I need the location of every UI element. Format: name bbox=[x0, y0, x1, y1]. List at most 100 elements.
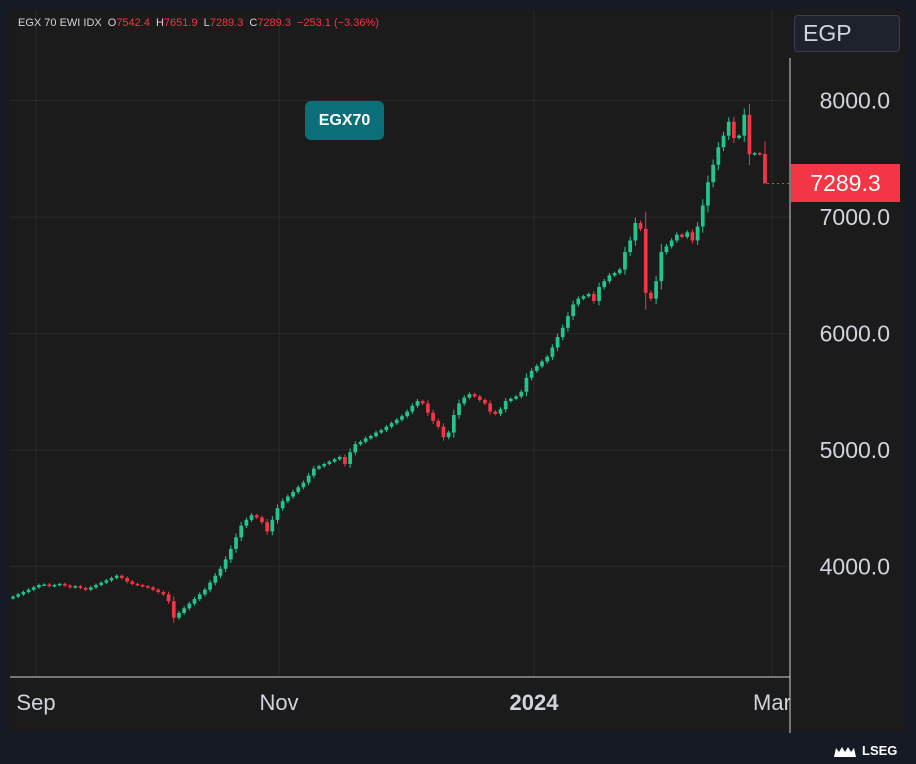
candle bbox=[47, 583, 52, 588]
candle-body bbox=[280, 501, 285, 509]
candle-body bbox=[145, 586, 150, 588]
candle bbox=[649, 290, 653, 302]
candle-body bbox=[649, 292, 653, 299]
candle bbox=[436, 418, 441, 430]
candle bbox=[322, 462, 327, 468]
candle bbox=[695, 222, 700, 245]
candle-body bbox=[228, 548, 233, 560]
candle-body bbox=[602, 281, 607, 288]
candle-body bbox=[197, 594, 202, 600]
candle-body bbox=[42, 584, 46, 586]
candle bbox=[384, 424, 389, 433]
candle-body bbox=[156, 589, 161, 593]
candle-body bbox=[477, 396, 482, 400]
candle-body bbox=[607, 275, 612, 282]
last-price-label: 7289.3 bbox=[791, 164, 900, 202]
candle-body bbox=[317, 466, 321, 469]
candle-body bbox=[757, 153, 762, 155]
symbol-name: EGX 70 EWI IDX bbox=[18, 17, 102, 29]
candle bbox=[249, 513, 254, 522]
candle-body bbox=[732, 121, 736, 138]
candle bbox=[742, 108, 747, 142]
candle bbox=[239, 521, 244, 542]
candle-body bbox=[493, 411, 498, 414]
symbol-badge[interactable]: EGX70 bbox=[305, 101, 384, 140]
candle-body bbox=[763, 154, 767, 184]
candle-body bbox=[441, 426, 446, 438]
candle bbox=[581, 294, 586, 301]
candle-body bbox=[182, 608, 187, 613]
candle bbox=[737, 134, 741, 140]
candle-body bbox=[301, 482, 306, 488]
candle bbox=[467, 392, 472, 400]
candle-body bbox=[529, 370, 534, 378]
candle-body bbox=[239, 525, 244, 538]
candle bbox=[337, 455, 342, 461]
candle-body bbox=[524, 377, 529, 392]
candle-body bbox=[519, 391, 524, 397]
candle-body bbox=[664, 246, 669, 253]
candle bbox=[223, 556, 228, 572]
candle bbox=[654, 275, 658, 304]
candle-body bbox=[114, 575, 119, 579]
candle-body bbox=[187, 603, 192, 609]
candle-body bbox=[633, 222, 638, 241]
candle-body bbox=[83, 587, 88, 590]
low-label: L bbox=[203, 17, 210, 29]
candle bbox=[379, 428, 384, 435]
candle-body bbox=[88, 587, 93, 590]
candle-body bbox=[192, 599, 197, 604]
candle bbox=[197, 592, 202, 602]
candle-body bbox=[405, 411, 410, 417]
candle-body bbox=[135, 583, 140, 586]
candle bbox=[503, 398, 508, 413]
candle-body bbox=[348, 452, 352, 464]
candle-body bbox=[509, 398, 513, 402]
currency-button[interactable]: EGP bbox=[794, 15, 900, 52]
candle-body bbox=[690, 232, 695, 241]
candle bbox=[234, 533, 238, 553]
candle-body bbox=[166, 594, 171, 602]
candle-body bbox=[462, 397, 467, 404]
candle bbox=[145, 584, 150, 589]
candle bbox=[140, 583, 145, 588]
candle-body bbox=[581, 296, 586, 299]
candle bbox=[151, 585, 155, 592]
candle bbox=[21, 590, 26, 596]
candle bbox=[524, 373, 529, 397]
candle bbox=[244, 517, 249, 529]
candle-body bbox=[555, 337, 560, 348]
candle bbox=[488, 400, 492, 415]
candle-body bbox=[265, 522, 269, 532]
candle-body bbox=[721, 135, 726, 148]
candle bbox=[343, 454, 347, 467]
high-value: 7651.9 bbox=[163, 17, 198, 29]
candle bbox=[529, 368, 534, 381]
candle bbox=[213, 573, 218, 586]
candle-body bbox=[151, 587, 155, 590]
candle bbox=[757, 151, 762, 156]
candle bbox=[540, 359, 544, 369]
candle bbox=[426, 400, 430, 416]
candle-body bbox=[363, 438, 368, 442]
candle bbox=[566, 312, 570, 332]
low-value: 7289.3 bbox=[209, 17, 244, 29]
candle-body bbox=[270, 519, 275, 532]
candle-body bbox=[311, 468, 316, 476]
candle bbox=[265, 518, 269, 535]
candle-body bbox=[78, 586, 83, 588]
candle-body bbox=[275, 508, 280, 520]
candle bbox=[286, 494, 290, 504]
candle bbox=[109, 576, 114, 582]
open-value: 7542.4 bbox=[116, 17, 150, 29]
candle bbox=[560, 324, 565, 341]
candle-body bbox=[57, 583, 62, 586]
candle bbox=[555, 333, 560, 352]
candle bbox=[203, 587, 207, 597]
candle bbox=[26, 588, 31, 594]
candle-body bbox=[296, 487, 301, 492]
candle bbox=[306, 472, 311, 486]
close-label: C bbox=[249, 17, 258, 29]
candle bbox=[327, 460, 332, 466]
